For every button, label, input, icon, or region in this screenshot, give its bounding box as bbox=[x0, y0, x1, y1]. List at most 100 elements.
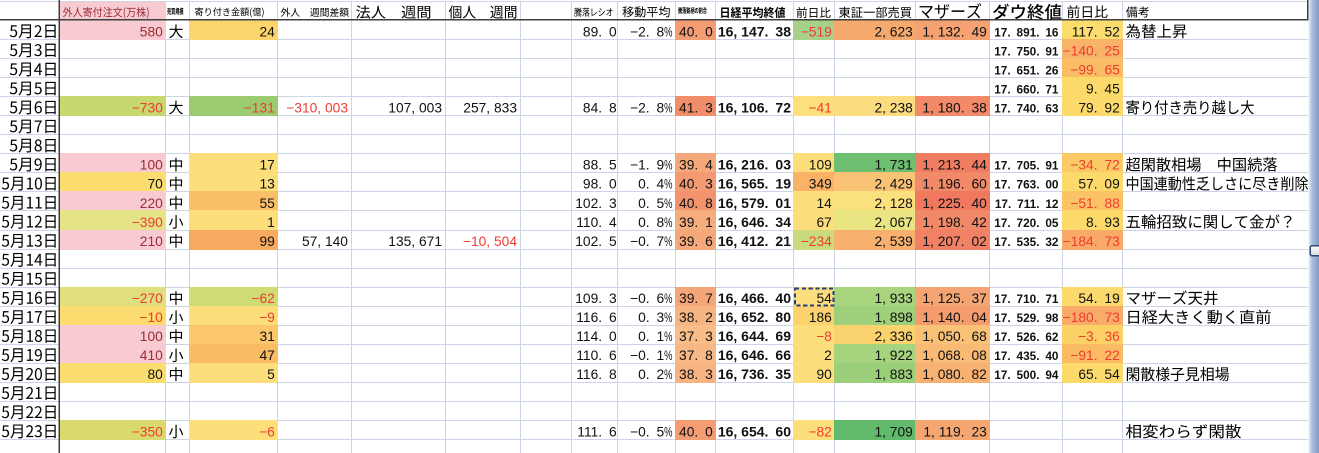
svg-text:47: 47 bbox=[259, 348, 274, 363]
svg-text:−10, 504: −10, 504 bbox=[463, 234, 517, 249]
svg-text:109. 3: 109. 3 bbox=[575, 291, 617, 306]
svg-text:16, 646. 34: 16, 646. 34 bbox=[718, 214, 791, 230]
svg-text:−41: −41 bbox=[808, 101, 831, 116]
svg-text:−519: −519 bbox=[801, 24, 832, 39]
svg-text:1, 198. 42: 1, 198. 42 bbox=[922, 215, 986, 230]
svg-text:116. 8: 116. 8 bbox=[576, 367, 617, 382]
svg-text:−10: −10 bbox=[139, 310, 163, 325]
svg-text:17. 710. 71: 17. 710. 71 bbox=[994, 292, 1059, 306]
svg-text:135, 671: 135, 671 bbox=[388, 234, 442, 249]
svg-text:16, 646. 66: 16, 646. 66 bbox=[718, 347, 791, 363]
svg-text:%: % bbox=[664, 100, 673, 116]
svg-text:90: 90 bbox=[816, 367, 832, 382]
svg-text:17. 750. 91: 17. 750. 91 bbox=[994, 44, 1059, 58]
svg-text:%: % bbox=[664, 290, 673, 306]
svg-text:31: 31 bbox=[259, 329, 274, 344]
svg-text:1, 140. 04: 1, 140. 04 bbox=[922, 310, 987, 325]
svg-text:−99. 65: −99. 65 bbox=[1070, 62, 1120, 77]
svg-text:13: 13 bbox=[259, 177, 275, 192]
svg-text:17. 535. 32: 17. 535. 32 bbox=[994, 235, 1059, 249]
svg-text:98. 0: 98. 0 bbox=[583, 177, 617, 192]
svg-text:88. 5: 88. 5 bbox=[583, 158, 617, 173]
svg-text:54: 54 bbox=[816, 291, 832, 306]
svg-text:16, 106. 72: 16, 106. 72 bbox=[718, 100, 791, 116]
svg-text:1, 068. 08: 1, 068. 08 bbox=[922, 348, 987, 363]
svg-text:39. 1: 39. 1 bbox=[679, 215, 713, 230]
svg-text:−6: −6 bbox=[259, 424, 275, 439]
svg-text:−51. 88: −51. 88 bbox=[1070, 196, 1120, 211]
svg-text:41. 3: 41. 3 bbox=[679, 101, 713, 116]
svg-text:79. 92: 79. 92 bbox=[1078, 101, 1119, 116]
svg-text:17. 720. 05: 17. 720. 05 bbox=[994, 216, 1059, 230]
svg-text:349: 349 bbox=[809, 177, 832, 192]
svg-text:−0. 5: −0. 5 bbox=[630, 424, 664, 439]
svg-text:16, 412. 21: 16, 412. 21 bbox=[718, 233, 791, 249]
svg-text:114. 0: 114. 0 bbox=[576, 329, 617, 344]
svg-text:%: % bbox=[664, 176, 673, 192]
svg-text:37. 3: 37. 3 bbox=[679, 329, 713, 344]
svg-text:57. 09: 57. 09 bbox=[1078, 177, 1120, 192]
svg-text:−3. 36: −3. 36 bbox=[1078, 329, 1120, 344]
svg-text:%: % bbox=[664, 309, 673, 325]
svg-text:8. 93: 8. 93 bbox=[1086, 215, 1120, 230]
svg-text:580: 580 bbox=[140, 24, 163, 39]
svg-text:1: 1 bbox=[267, 215, 275, 230]
svg-text:40. 8: 40. 8 bbox=[679, 196, 713, 211]
svg-text:116. 6: 116. 6 bbox=[576, 310, 617, 325]
svg-text:0. 2: 0. 2 bbox=[638, 367, 664, 382]
svg-text:99: 99 bbox=[259, 234, 275, 249]
svg-text:186: 186 bbox=[809, 310, 832, 325]
svg-text:1, 731: 1, 731 bbox=[874, 158, 912, 173]
svg-text:16, 466. 40: 16, 466. 40 bbox=[718, 290, 791, 306]
svg-text:−1. 9: −1. 9 bbox=[630, 158, 664, 173]
svg-text:84. 8: 84. 8 bbox=[583, 101, 617, 116]
svg-text:16, 652. 80: 16, 652. 80 bbox=[718, 309, 791, 325]
svg-text:2, 128: 2, 128 bbox=[874, 196, 913, 211]
svg-text:2, 238: 2, 238 bbox=[874, 101, 913, 116]
svg-text:−184. 73: −184. 73 bbox=[1063, 234, 1120, 249]
svg-text:17. 435. 40: 17. 435. 40 bbox=[994, 349, 1059, 363]
svg-text:38. 3: 38. 3 bbox=[679, 367, 713, 382]
svg-text:55: 55 bbox=[259, 196, 275, 211]
svg-text:−2. 8: −2. 8 bbox=[630, 24, 664, 39]
svg-text:220: 220 bbox=[140, 196, 163, 211]
svg-text:54. 19: 54. 19 bbox=[1078, 291, 1120, 306]
svg-text:%: % bbox=[664, 157, 673, 173]
svg-text:−91. 22: −91. 22 bbox=[1070, 348, 1119, 363]
svg-text:80: 80 bbox=[147, 367, 163, 382]
svg-text:0. 3: 0. 3 bbox=[638, 310, 664, 325]
svg-text:14: 14 bbox=[816, 196, 832, 211]
svg-text:17. 705. 91: 17. 705. 91 bbox=[994, 159, 1059, 173]
svg-text:5: 5 bbox=[267, 367, 275, 382]
svg-text:109: 109 bbox=[809, 158, 832, 173]
svg-text:−180. 73: −180. 73 bbox=[1063, 310, 1120, 325]
svg-text:102. 5: 102. 5 bbox=[575, 234, 617, 249]
svg-text:%: % bbox=[664, 424, 673, 440]
svg-text:17. 651. 26: 17. 651. 26 bbox=[994, 63, 1059, 77]
svg-text:17. 711. 12: 17. 711. 12 bbox=[995, 197, 1059, 211]
svg-text:1, 922: 1, 922 bbox=[874, 348, 912, 363]
svg-text:−310, 003: −310, 003 bbox=[286, 101, 348, 116]
svg-text:−350: −350 bbox=[132, 424, 163, 439]
svg-text:−390: −390 bbox=[132, 215, 163, 230]
svg-text:16, 579. 01: 16, 579. 01 bbox=[718, 195, 791, 211]
svg-text:−8: −8 bbox=[816, 329, 832, 344]
svg-text:16, 736. 35: 16, 736. 35 bbox=[718, 366, 791, 382]
svg-text:257, 833: 257, 833 bbox=[463, 101, 517, 116]
svg-text:102. 3: 102. 3 bbox=[575, 196, 617, 211]
svg-text:40. 0: 40. 0 bbox=[679, 424, 713, 439]
svg-text:39. 4: 39. 4 bbox=[679, 158, 713, 173]
svg-text:17. 763. 00: 17. 763. 00 bbox=[994, 178, 1059, 192]
svg-text:0. 4: 0. 4 bbox=[638, 177, 664, 192]
svg-text:210: 210 bbox=[140, 234, 163, 249]
svg-text:2, 067: 2, 067 bbox=[874, 215, 912, 230]
svg-text:57, 140: 57, 140 bbox=[302, 234, 348, 249]
svg-text:2, 623: 2, 623 bbox=[874, 24, 913, 39]
svg-text:39. 6: 39. 6 bbox=[679, 234, 713, 249]
svg-text:−62: −62 bbox=[251, 291, 274, 306]
svg-text:1, 933: 1, 933 bbox=[874, 291, 913, 306]
svg-text:2: 2 bbox=[824, 348, 832, 363]
svg-text:−730: −730 bbox=[132, 101, 163, 116]
svg-text:%: % bbox=[664, 328, 673, 344]
svg-text:16, 216. 03: 16, 216. 03 bbox=[718, 157, 791, 173]
